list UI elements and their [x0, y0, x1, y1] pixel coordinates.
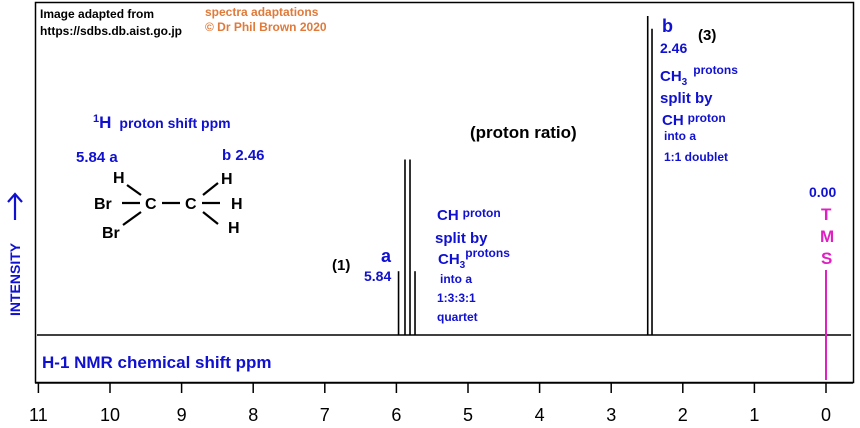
svg-text:CH3protons: CH3protons [438, 246, 510, 271]
x-tick-label: 11 [29, 405, 48, 425]
x-tick-label: 0 [821, 405, 831, 425]
tms-shift-label: 0.00 [809, 184, 836, 200]
a-desc-l6: quartet [437, 310, 478, 324]
x-tick-label: 4 [535, 405, 545, 425]
a-desc-l4: into a [440, 272, 472, 286]
x-tick-label: 10 [100, 405, 120, 425]
b-desc-l5: 1:1 doublet [664, 150, 728, 164]
peak-b-shift: 2.46 [660, 40, 687, 56]
spectrum-peaks [397, 16, 653, 335]
molecule-title: 1H proton shift ppm [93, 113, 231, 132]
atom-br-2: Br [102, 225, 120, 242]
x-tick-label: 3 [606, 405, 616, 425]
atom-h-a: H [113, 170, 125, 187]
tms-letter-t: T [821, 205, 832, 224]
atom-h-3: H [228, 220, 240, 237]
a-desc-l2: split by [435, 230, 488, 247]
atom-c-1: C [145, 196, 157, 213]
atom-br-1: Br [94, 196, 112, 213]
b-desc-l1s: protons [693, 63, 738, 77]
a-desc-l1: CH [437, 207, 459, 224]
source-line-1: Image adapted from [40, 7, 154, 21]
x-axis-label: H-1 NMR chemical shift ppm [42, 353, 272, 372]
molecule-title-h: H [99, 113, 111, 132]
molecule-bonds [122, 182, 220, 226]
b-desc-l2: split by [660, 90, 713, 107]
credit-line-1: spectra adaptations [205, 5, 319, 19]
a-desc-l1s: proton [463, 206, 501, 220]
x-tick-labels: 11 10 9 8 7 6 5 4 3 2 1 0 [29, 405, 831, 425]
peak-a-description: CH proton split by CH3protons into a 1:3:… [435, 206, 510, 324]
x-tick-label: 1 [749, 405, 759, 425]
y-axis-label: INTENSITY [7, 242, 23, 316]
a-desc-l3sub: 3 [460, 260, 466, 271]
plot-frame [34, 1, 855, 384]
ratio-b: (3) [698, 27, 716, 44]
x-axis-ticks [37, 383, 827, 393]
a-desc-l3: CH [438, 251, 460, 268]
x-tick-label: 7 [320, 405, 330, 425]
molecule-title-sup: 1 [93, 113, 99, 125]
x-tick-label: 9 [177, 405, 187, 425]
molecule-label-a: 5.84 a [76, 149, 118, 166]
ratio-a: (1) [332, 257, 350, 274]
y-axis-arrow-icon [7, 192, 23, 220]
peak-a-shift: 5.84 [364, 268, 391, 284]
x-tick-label: 6 [391, 405, 401, 425]
peak-a-letter: a [381, 246, 392, 266]
molecule-label-b: b 2.46 [222, 147, 265, 164]
b-desc-l4: into a [664, 129, 696, 143]
tms-letter-m: M [820, 227, 834, 246]
peak-b-letter: b [662, 16, 673, 36]
b-desc-l3s: proton [688, 111, 726, 125]
a-desc-l3s: protons [465, 246, 510, 260]
atom-c-2: C [185, 196, 197, 213]
y-axis-label-group: INTENSITY [7, 242, 23, 316]
molecule-title-rest: proton shift ppm [119, 115, 230, 131]
b-desc-l3: CH [662, 112, 684, 129]
b-desc-l1: CH [660, 68, 682, 85]
source-line-2: https://sdbs.db.aist.go.jp [40, 24, 182, 38]
svg-text:CH3protons: CH3 protons [660, 63, 738, 88]
atom-h-2: H [231, 196, 243, 213]
proton-ratio-title: (proton ratio) [470, 123, 577, 142]
tms-letter-s: S [821, 249, 832, 268]
x-tick-label: 5 [463, 405, 473, 425]
peak-b-description: CH3protons split by CH proton into a 1:1 … [660, 63, 738, 164]
a-desc-l5: 1:3:3:1 [437, 291, 476, 305]
x-tick-label: 8 [248, 405, 258, 425]
b-desc-l1sub: 3 [682, 77, 688, 88]
credit-line-2: © Dr Phil Brown 2020 [205, 20, 327, 34]
x-tick-label: 2 [678, 405, 688, 425]
atom-h-1: H [221, 171, 233, 188]
